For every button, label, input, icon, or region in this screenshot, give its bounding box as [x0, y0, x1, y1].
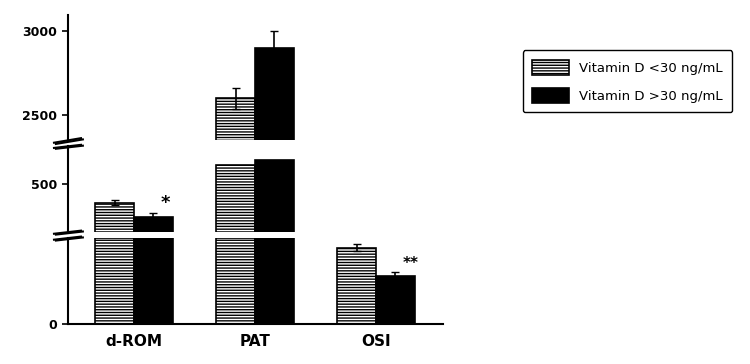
Bar [216, 165, 255, 301]
Text: *: * [160, 194, 170, 211]
Bar [134, 217, 172, 301]
Bar [255, 238, 294, 324]
Bar [95, 238, 134, 324]
Bar [255, 48, 294, 364]
Bar [216, 238, 255, 324]
Legend: Vitamin D <30 ng/mL, Vitamin D >30 ng/mL: Vitamin D <30 ng/mL, Vitamin D >30 ng/mL [523, 50, 732, 112]
Text: **: ** [403, 256, 418, 271]
Bar [376, 276, 415, 324]
Bar [95, 203, 134, 301]
Bar [216, 99, 255, 364]
Bar [338, 248, 376, 324]
Bar [255, 161, 294, 301]
Bar [134, 238, 172, 324]
